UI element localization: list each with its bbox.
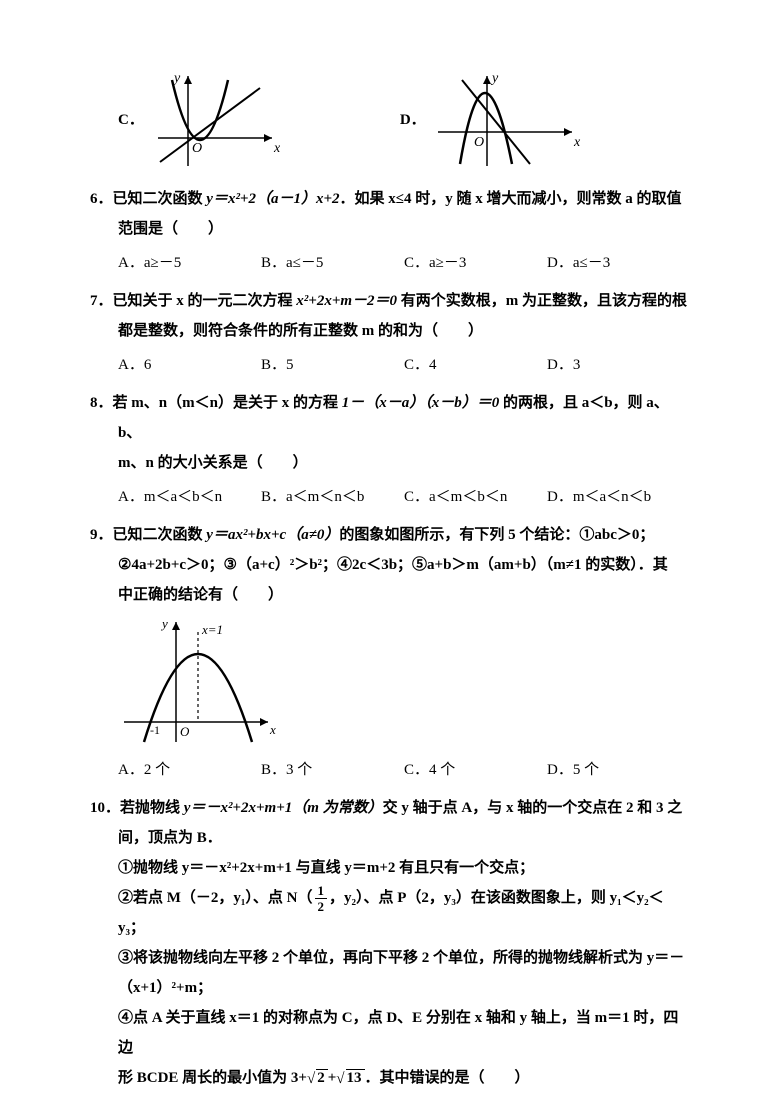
- question-8: 8．若 m、n（m＜n）是关于 x 的方程 1－（x－a）（x－b）＝0 的两根…: [90, 388, 690, 512]
- svg-text:x: x: [269, 722, 276, 737]
- question-7: 7．已知关于 x 的一元二次方程 x²+2x+m－2＝0 有两个实数根，m 为正…: [90, 286, 690, 380]
- question-10: 10．若抛物线 y＝－x²+2x+m+1（m 为常数）交 y 轴于点 A，与 x…: [90, 793, 690, 1093]
- q6-num: 6．: [90, 191, 113, 207]
- q9-opt-d[interactable]: D．5 个: [547, 755, 690, 785]
- svg-text:x: x: [573, 135, 581, 150]
- q10-c: 间，顶点为 B．: [90, 823, 690, 853]
- q6-a: 已知二次函数: [113, 191, 207, 207]
- svg-text:O: O: [192, 141, 202, 156]
- q8-opt-a[interactable]: A．m＜a＜b＜n: [118, 482, 261, 512]
- q10-s4b: 形 BCDE 周长的最小值为 3+√2+√13．其中错误的是（ ）: [90, 1063, 690, 1093]
- question-9: 9．已知二次函数 y＝ax²+bx+c（a≠0）的图象如图所示，有下列 5 个结…: [90, 520, 690, 785]
- q9-b: 的图象如图所示，有下列 5 个结论：①abc＞0；: [339, 527, 654, 543]
- svg-text:x: x: [273, 141, 280, 156]
- q8-options: A．m＜a＜b＜n B．a＜m＜n＜b C．a＜m＜b＜n D．m＜a＜n＜b: [90, 482, 690, 512]
- q9-c: ②4a+2b+c＞0；③（a+c）²＞b²；④2c＜3b；⑤a+b＞m（am+b…: [90, 550, 690, 580]
- q10-expr: y＝－x²+2x+m+1（m 为常数）: [184, 800, 383, 816]
- q9-opt-c[interactable]: C．4 个: [404, 755, 547, 785]
- q8-opt-c[interactable]: C．a＜m＜b＜n: [404, 482, 547, 512]
- sqrt-icon: √: [336, 1064, 344, 1094]
- q6-opt-b[interactable]: B．a≤－5: [261, 248, 404, 278]
- q9-expr: y＝ax²+bx+c（a≠0）: [206, 527, 339, 543]
- q9-num: 9．: [90, 527, 113, 543]
- q10-s4b-pre: 形 BCDE 周长的最小值为 3+: [118, 1070, 307, 1086]
- svg-text:x=1: x=1: [201, 622, 223, 637]
- q6-opt-d[interactable]: D．a≤－3: [547, 248, 690, 278]
- q7-b: 有两个实数根，m 为正整数，且该方程的根: [397, 293, 687, 309]
- svg-text:-1: -1: [150, 723, 160, 737]
- q10-frac: 12: [315, 884, 328, 913]
- q10-sqrt1: 2: [316, 1069, 328, 1087]
- q10-s2a: ②若点 M（－2，y₁）、点 N（: [118, 890, 313, 906]
- q8-c: m、n 的大小关系是（ ）: [90, 448, 690, 478]
- svg-text:O: O: [180, 724, 190, 739]
- q10-stem: 10．若抛物线 y＝－x²+2x+m+1（m 为常数）交 y 轴于点 A，与 x…: [90, 793, 690, 823]
- svg-text:y: y: [490, 71, 499, 86]
- option-c-graph: x y O: [150, 70, 280, 170]
- q10-plus: +: [328, 1070, 337, 1086]
- option-c-block: C． x y O: [118, 70, 280, 170]
- q9-a: 已知二次函数: [113, 527, 207, 543]
- option-c-label: C．: [118, 105, 144, 135]
- q8-stem: 8．若 m、n（m＜n）是关于 x 的方程 1－（x－a）（x－b）＝0 的两根…: [90, 388, 690, 448]
- q6-options: A．a≥－5 B．a≤－5 C．a≥－3 D．a≤－3: [90, 248, 690, 278]
- q8-num: 8．: [90, 395, 113, 411]
- q10-s4b-post: ．其中错误的是（ ）: [365, 1070, 530, 1086]
- option-d-block: D． x y O: [400, 70, 582, 170]
- q8-opt-b[interactable]: B．a＜m＜n＜b: [261, 482, 404, 512]
- q7-c: 都是整数，则符合条件的所有正整数 m 的和为（ ）: [90, 316, 690, 346]
- q9-figure: x y O -1 x=1: [90, 614, 690, 749]
- q9-stem: 9．已知二次函数 y＝ax²+bx+c（a≠0）的图象如图所示，有下列 5 个结…: [90, 520, 690, 550]
- q9-opt-b[interactable]: B．3 个: [261, 755, 404, 785]
- option-d-graph: x y O: [432, 70, 582, 170]
- q7-opt-c[interactable]: C．4: [404, 350, 547, 380]
- q8-opt-d[interactable]: D．m＜a＜n＜b: [547, 482, 690, 512]
- q7-stem: 7．已知关于 x 的一元二次方程 x²+2x+m－2＝0 有两个实数根，m 为正…: [90, 286, 690, 316]
- q8-a: 若 m、n（m＜n）是关于 x 的方程: [113, 395, 342, 411]
- q10-s2: ②若点 M（－2，y₁）、点 N（12，y₂）、点 P（2，y₃）在该函数图象上…: [90, 883, 690, 943]
- q10-s3a: ③将该抛物线向左平移 2 个单位，再向下平移 2 个单位，所得的抛物线解析式为 …: [90, 943, 690, 973]
- q7-opt-a[interactable]: A．6: [118, 350, 261, 380]
- question-6: 6．已知二次函数 y＝x²+2（a－1）x+2．如果 x≤4 时，y 随 x 增…: [90, 184, 690, 278]
- option-d-label: D．: [400, 105, 426, 135]
- q7-opt-b[interactable]: B．5: [261, 350, 404, 380]
- q9-d: 中正确的结论有（ ）: [90, 580, 690, 610]
- q10-s4a: ④点 A 关于直线 x＝1 的对称点为 C，点 D、E 分别在 x 轴和 y 轴…: [90, 1003, 690, 1063]
- q10-a: 若抛物线: [120, 800, 184, 816]
- svg-text:O: O: [474, 135, 484, 150]
- svg-text:y: y: [160, 616, 168, 631]
- options-c-d-row: C． x y O D． x y O: [90, 70, 690, 170]
- q8-expr: 1－（x－a）（x－b）＝0: [342, 395, 500, 411]
- q7-expr: x²+2x+m－2＝0: [296, 293, 397, 309]
- q7-options: A．6 B．5 C．4 D．3: [90, 350, 690, 380]
- q6-opt-c[interactable]: C．a≥－3: [404, 248, 547, 278]
- sqrt-icon: √: [307, 1064, 315, 1094]
- q10-s3b: （x+1）²+m；: [90, 973, 690, 1003]
- q9-opt-a[interactable]: A．2 个: [118, 755, 261, 785]
- q6-c: 范围是（ ）: [90, 214, 690, 244]
- q9-options: A．2 个 B．3 个 C．4 个 D．5 个: [90, 755, 690, 785]
- q10-sqrt2: 13: [346, 1069, 365, 1087]
- q10-b: 交 y 轴于点 A，与 x 轴的一个交点在 2 和 3 之: [383, 800, 683, 816]
- q6-expr: y＝x²+2（a－1）x+2: [206, 191, 339, 207]
- q7-a: 已知关于 x 的一元二次方程: [113, 293, 297, 309]
- q10-s1: ①抛物线 y＝－x²+2x+m+1 与直线 y＝m+2 有且只有一个交点；: [90, 853, 690, 883]
- q6-b: ．如果 x≤4 时，y 随 x 增大而减小，则常数 a 的取值: [340, 191, 682, 207]
- q10-num: 10．: [90, 800, 120, 816]
- q7-num: 7．: [90, 293, 113, 309]
- q6-stem: 6．已知二次函数 y＝x²+2（a－1）x+2．如果 x≤4 时，y 随 x 增…: [90, 184, 690, 214]
- q7-opt-d[interactable]: D．3: [547, 350, 690, 380]
- q6-opt-a[interactable]: A．a≥－5: [118, 248, 261, 278]
